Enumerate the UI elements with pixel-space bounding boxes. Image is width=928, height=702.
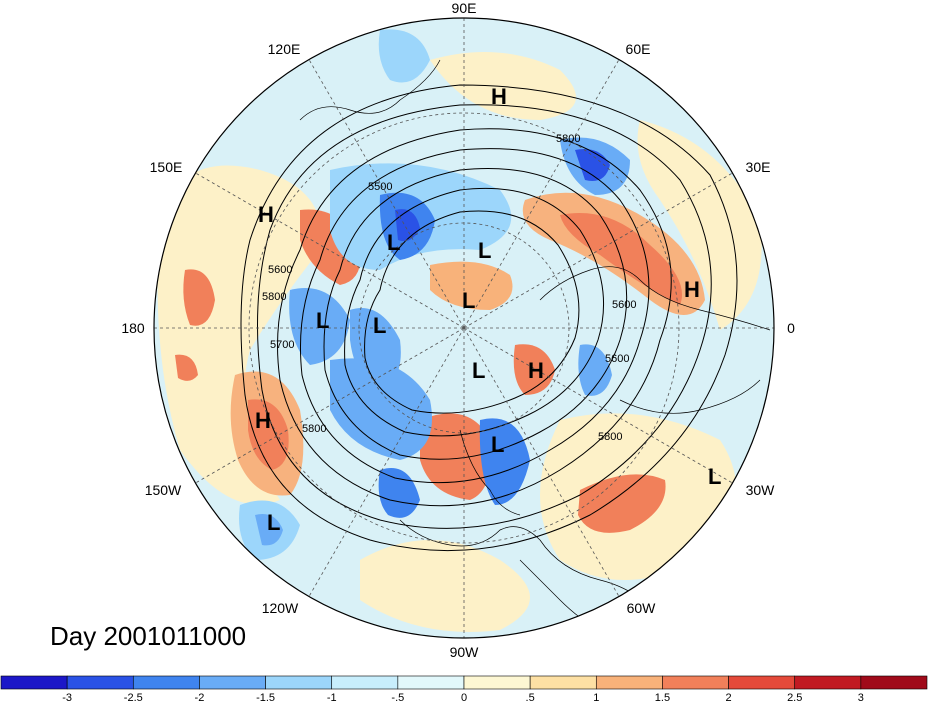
low-pressure-label: L [472, 358, 485, 383]
low-pressure-label: L [478, 238, 491, 263]
colorbar-tick-label: 1 [593, 692, 599, 702]
colorbar-swatch [0, 675, 68, 690]
contour-label: 5600 [268, 264, 292, 276]
colorbar-swatch [794, 675, 862, 690]
colorbar-tick-label: -2.5 [124, 692, 143, 702]
colorbar-tick-label: -.5 [391, 692, 404, 702]
lon-label-180: 180 [121, 320, 145, 336]
colorbar-swatch [662, 675, 729, 690]
graticule [154, 18, 774, 638]
lon-label-90e: 90E [452, 0, 477, 16]
contour-label: 5600 [612, 299, 636, 311]
lon-label-60w: 60W [627, 600, 657, 616]
low-pressure-label: L [373, 313, 386, 338]
lon-label-0: 0 [787, 320, 795, 336]
lon-label-90w: 90W [450, 644, 480, 660]
lon-label-30w: 30W [746, 482, 776, 498]
contour-label: 5600 [605, 353, 629, 365]
colorbar-tick-label: -3 [62, 692, 72, 702]
contour-label: 5700 [270, 339, 294, 351]
colorbar-tick-label: .5 [526, 692, 535, 702]
low-pressure-label: L [491, 432, 504, 457]
colorbar-swatch [397, 675, 465, 690]
colorbar-tick-label: 2.5 [787, 692, 802, 702]
contour-label: 5500 [368, 181, 392, 193]
high-pressure-label: H [258, 202, 274, 227]
colorbar-swatch [331, 675, 399, 690]
lon-label-120w: 120W [262, 600, 299, 616]
low-pressure-label: L [316, 308, 329, 333]
colorbar-swatch [728, 675, 796, 690]
contour-label: 5800 [262, 291, 286, 303]
contour-labels: 5800 5500 5600 5800 5700 5600 5800 5600 … [262, 133, 636, 443]
lon-label-150e: 150E [150, 159, 183, 175]
colorbar-tick-label: -1 [327, 692, 337, 702]
low-pressure-label: L [708, 464, 721, 489]
colorbar-tick-label: 0 [461, 692, 467, 702]
colorbar-swatch [463, 675, 531, 690]
colorbar: -3 -2.5 -2 -1.5 -1 -.5 0 .5 1 1.5 2 2.5 3 [0, 675, 928, 702]
high-pressure-label: H [255, 408, 271, 433]
colorbar-tick-label: -2 [195, 692, 205, 702]
colorbar-swatch [595, 675, 663, 690]
polar-map-disk [153, 17, 775, 639]
colorbar-swatch [860, 675, 928, 690]
colorbar-swatch [132, 675, 200, 690]
colorbar-swatch [199, 675, 266, 690]
colorbar-tick-label: 3 [858, 692, 864, 702]
lon-label-30e: 30E [746, 159, 771, 175]
low-pressure-label: L [462, 288, 475, 313]
high-pressure-label: H [684, 277, 700, 302]
high-pressure-label: H [491, 84, 507, 109]
contour-label: 5800 [302, 423, 326, 435]
colorbar-swatch [66, 675, 134, 690]
high-pressure-label: H [528, 358, 544, 383]
colorbar-tick-label: 1.5 [655, 692, 670, 702]
pressure-centers: H H H H H L L L L L L L L L [255, 84, 721, 535]
colorbar-swatch [265, 675, 333, 690]
colorbar-tick-label: 2 [726, 692, 732, 702]
low-pressure-label: L [267, 510, 280, 535]
longitude-labels: 90E 60E 30E 0 30W 60W 90W 120W 150W 180 … [121, 0, 795, 660]
colorbar-tick-label: -1.5 [256, 692, 275, 702]
lon-label-150w: 150W [145, 482, 182, 498]
colorbar-swatch [529, 675, 597, 690]
low-pressure-label: L [387, 230, 400, 255]
day-title: Day 2001011000 [50, 621, 246, 651]
height-contours [240, 84, 738, 552]
contour-label: 5800 [556, 133, 580, 145]
lon-label-60e: 60E [626, 41, 651, 57]
contour-label: 5800 [598, 431, 622, 443]
lon-label-120e: 120E [268, 41, 301, 57]
